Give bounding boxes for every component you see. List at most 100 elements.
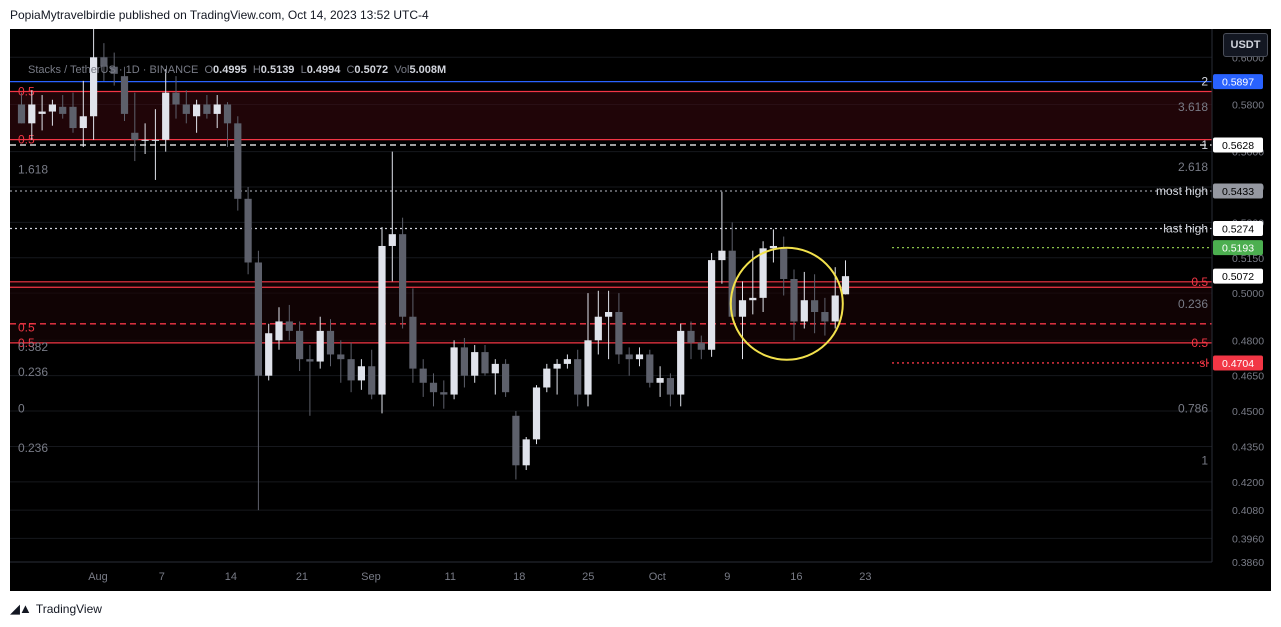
candle[interactable]	[69, 92, 77, 133]
candle[interactable]	[635, 347, 644, 367]
candle[interactable]	[481, 345, 489, 376]
candle[interactable]	[79, 80, 87, 147]
candle[interactable]	[625, 347, 633, 376]
candle[interactable]	[656, 366, 664, 397]
legend-low-label: L	[300, 64, 307, 76]
candle[interactable]	[409, 288, 417, 383]
candle[interactable]	[841, 260, 850, 295]
candle[interactable]	[646, 349, 654, 388]
candle[interactable]	[254, 250, 262, 511]
candle[interactable]	[337, 340, 345, 383]
candle[interactable]	[780, 236, 788, 296]
candle[interactable]	[491, 359, 499, 395]
candle[interactable]	[388, 151, 396, 282]
candle[interactable]	[605, 290, 613, 360]
fib-label-right: 3.618	[1178, 100, 1208, 114]
candle[interactable]	[182, 90, 190, 124]
candle[interactable]	[131, 92, 139, 162]
candle[interactable]	[769, 229, 777, 263]
candle[interactable]	[120, 66, 129, 121]
annotation-layer	[729, 246, 844, 361]
chart-frame[interactable]: 0.5 0.5 1.618 0.5 0.5 0.382 0.236 0 0.236 2 3.618 1…	[10, 29, 1271, 591]
candle-body	[666, 378, 674, 395]
candle[interactable]	[399, 217, 407, 329]
fib-label-right: sl	[1199, 356, 1208, 370]
candle[interactable]	[141, 123, 149, 154]
candle[interactable]	[378, 227, 386, 414]
candle[interactable]	[429, 373, 438, 407]
candle[interactable]	[574, 349, 582, 407]
candle[interactable]	[697, 335, 705, 360]
candle[interactable]	[275, 307, 283, 350]
candle[interactable]	[821, 297, 829, 336]
candle[interactable]	[110, 52, 118, 86]
candle[interactable]	[17, 92, 26, 124]
candle[interactable]	[615, 293, 623, 364]
candle-body	[244, 198, 252, 263]
candle[interactable]	[677, 323, 685, 407]
candle[interactable]	[100, 43, 108, 81]
candle[interactable]	[265, 323, 273, 381]
candle[interactable]	[460, 337, 468, 388]
candle[interactable]	[749, 250, 757, 315]
candle[interactable]	[213, 95, 221, 129]
candle[interactable]	[193, 99, 201, 133]
candle[interactable]	[718, 191, 726, 284]
candle[interactable]	[28, 90, 36, 140]
candle[interactable]	[357, 359, 365, 390]
candle[interactable]	[553, 359, 561, 395]
candle-body	[450, 347, 458, 395]
candle[interactable]	[687, 321, 695, 360]
candle[interactable]	[296, 321, 304, 371]
candle[interactable]	[172, 76, 180, 119]
candle[interactable]	[471, 345, 479, 383]
candle[interactable]	[728, 222, 736, 317]
candle[interactable]	[38, 95, 46, 131]
candle[interactable]	[48, 99, 56, 126]
candle-body	[543, 368, 551, 388]
candle[interactable]	[811, 274, 819, 334]
candle[interactable]	[316, 316, 324, 369]
candle[interactable]	[234, 116, 242, 211]
candle[interactable]	[790, 269, 798, 341]
candle[interactable]	[306, 345, 314, 416]
candle[interactable]	[326, 319, 335, 367]
candle[interactable]	[502, 359, 510, 397]
candle[interactable]	[440, 380, 448, 409]
candle[interactable]	[800, 271, 808, 329]
candle-body	[409, 316, 417, 369]
candle[interactable]	[543, 363, 551, 393]
candle[interactable]	[708, 253, 716, 357]
candle[interactable]	[450, 340, 458, 400]
legend-close: 0.5072	[354, 64, 389, 76]
candle[interactable]	[90, 29, 98, 140]
price-tick-label: 0.5000	[1232, 288, 1264, 300]
footer: ◢▲ TradingView	[10, 601, 102, 617]
candle[interactable]	[584, 293, 592, 407]
candle[interactable]	[738, 281, 747, 360]
candle[interactable]	[831, 267, 839, 329]
candle[interactable]	[419, 359, 427, 397]
candle-body	[594, 316, 602, 341]
candle[interactable]	[368, 349, 376, 400]
candle[interactable]	[666, 373, 674, 407]
candle[interactable]	[223, 102, 232, 147]
candle[interactable]	[594, 290, 602, 355]
candle[interactable]	[59, 95, 67, 119]
candle[interactable]	[285, 304, 293, 341]
time-tick-label: Sep	[361, 571, 381, 583]
candle[interactable]	[151, 109, 159, 180]
candle[interactable]	[532, 385, 541, 445]
candle-body	[48, 104, 56, 112]
candle[interactable]	[512, 411, 520, 480]
candle-body	[213, 104, 221, 114]
candlestick-chart[interactable]: 0.50.51.6180.50.50.3820.23600.23623.6181…	[10, 29, 1271, 591]
resistance-zone	[10, 91, 1212, 140]
candle[interactable]	[244, 187, 252, 275]
currency-button[interactable]: USDT	[1223, 33, 1268, 57]
candle[interactable]	[522, 437, 530, 471]
candle[interactable]	[563, 354, 571, 369]
candle[interactable]	[162, 69, 170, 152]
candle[interactable]	[347, 342, 355, 393]
candle[interactable]	[203, 95, 211, 119]
